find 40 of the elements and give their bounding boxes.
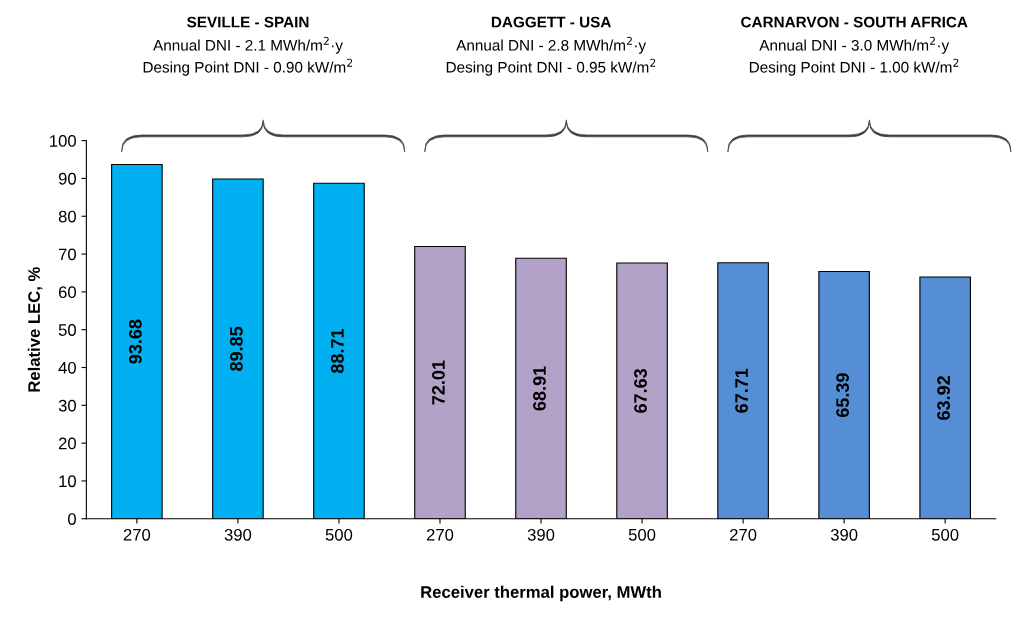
x-axis-title: Receiver thermal power, MWth [421,585,661,602]
y-tick-label: 40 [58,361,76,374]
data-label: 65.39 [836,373,849,418]
data-label: 68.91 [533,366,546,411]
y-axis-title: Relative LEC, % [27,267,43,392]
y-tick-label: 0 [68,513,76,525]
data-label: 67.71 [735,368,748,413]
y-tick-label: 70 [58,248,76,261]
x-tick-label: 270 [123,528,151,541]
y-tick-label: 60 [58,286,76,299]
x-tick-label: 270 [730,528,757,541]
data-label: 63.92 [937,376,951,420]
text: Desing Point DNI - 1.00 kW/m$^{2}$ [749,58,959,76]
text: DAGGETT - USA [491,16,611,28]
data-label: 72.01 [432,360,445,405]
x-tick-label: 500 [628,528,656,541]
text: Desing Point DNI - 0.95 kW/m$^{2}$ [446,58,656,76]
y-tick-label: 90 [58,172,76,185]
text: Annual DNI - 2.1 MWh/m$^{2}$·y [153,36,343,54]
y-tick-label: 50 [58,324,76,336]
data-label: 88.71 [331,328,344,374]
y-tick-label: 20 [58,437,76,450]
y-tick-label: 100 [50,135,76,147]
x-tick-label: 390 [527,528,555,541]
x-tick-label: 390 [830,528,858,541]
text: Annual DNI - 2.8 MWh/m$^{2}$·y [456,36,647,54]
data-label: 67.63 [634,368,647,413]
x-tick-label: 500 [931,528,959,541]
text: Annual DNI - 3.0 MWh/m$^{2}$·y [759,36,950,54]
data-label: 89.85 [229,326,243,371]
x-tick-label: 500 [325,528,353,541]
text: CARNARVON - SOUTH AFRICA [741,16,968,28]
x-tick-label: 390 [224,528,252,541]
text: Desing Point DNI - 0.90 kW/m$^{2}$ [143,58,353,76]
y-tick-label: 10 [59,475,76,488]
y-tick-label: 80 [58,210,76,223]
y-tick-label: 30 [58,399,76,412]
text: SEVILLE - SPAIN [187,16,309,28]
x-tick-label: 270 [426,528,454,541]
data-label: 93.68 [128,319,142,364]
